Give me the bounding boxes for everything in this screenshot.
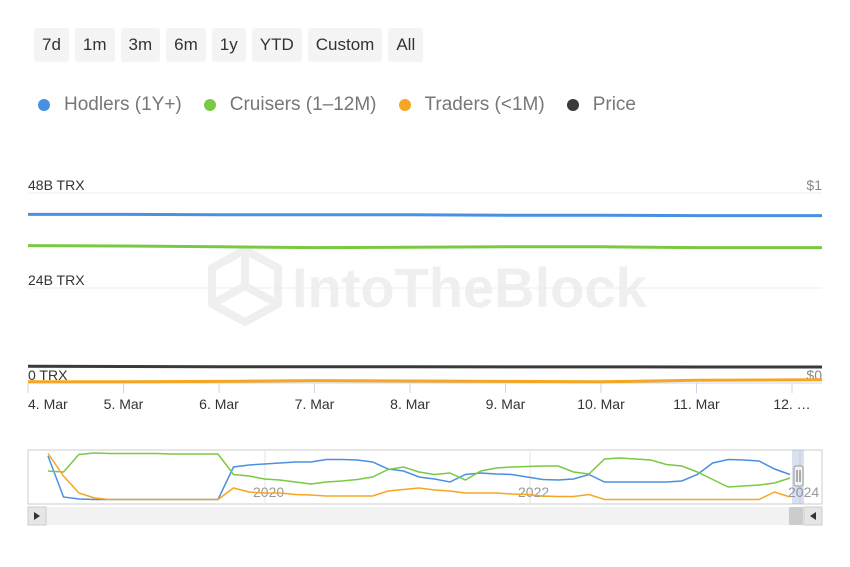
series-line-traders	[28, 378, 823, 384]
arrow-left-icon	[34, 512, 40, 520]
legend-label-hodlers: Hodlers (1Y+)	[64, 94, 182, 115]
watermark-logo-icon	[208, 246, 282, 326]
navigator-year-label: 2022	[518, 484, 549, 500]
scrollbar-thumb[interactable]	[789, 507, 803, 525]
legend-marker-price	[566, 99, 579, 111]
legend-item-traders[interactable]: Traders (<1M)	[398, 94, 545, 116]
range-button-1m[interactable]: 1m	[74, 28, 115, 62]
x-tick-label: 4. Mar	[28, 396, 68, 412]
scrollbar-track[interactable]	[28, 507, 822, 525]
series-line-cruisers	[27, 244, 822, 250]
range-button-3m[interactable]: 3m	[120, 28, 161, 62]
arrow-right-icon	[810, 512, 816, 520]
navigator-frame	[27, 449, 823, 505]
x-tick-label: 6. Mar	[199, 396, 239, 412]
y-left-tick-label: 48B TRX	[28, 177, 85, 193]
x-tick-label: 9. Mar	[486, 396, 526, 412]
legend-label-price: Price	[592, 94, 636, 115]
range-button-ytd[interactable]: YTD	[251, 28, 302, 62]
navigator-handle[interactable]	[793, 465, 804, 487]
legend-marker-traders	[398, 99, 411, 111]
x-tick-label: 7. Mar	[295, 396, 335, 412]
y-left-tick-label: 0 TRX	[28, 367, 68, 383]
navigator-year-label: 2024	[788, 484, 819, 500]
range-selector: 7d 1m 3m 6m 1y YTD Custom All	[34, 28, 424, 62]
series-line-hodlers	[28, 212, 822, 218]
y-right-tick-label: $1	[806, 177, 822, 193]
legend-label-cruisers: Cruisers (1–12M)	[229, 94, 377, 115]
legend-item-price[interactable]: Price	[566, 94, 636, 116]
navigator-year-label: 2020	[253, 484, 284, 500]
y-left-tick-label: 24B TRX	[28, 272, 85, 288]
navigator-line-traders	[47, 453, 791, 501]
legend-item-hodlers[interactable]: Hodlers (1Y+)	[38, 94, 182, 116]
legend-item-cruisers[interactable]: Cruisers (1–12M)	[203, 94, 377, 116]
x-tick-label: 12. …	[773, 396, 810, 412]
chart-legend: Hodlers (1Y+) Cruisers (1–12M) Traders (…	[38, 94, 636, 116]
legend-marker-hodlers	[38, 99, 50, 111]
x-tick-label: 8. Mar	[390, 396, 430, 412]
x-tick-label: 11. Mar	[673, 396, 720, 412]
legend-label-traders: Traders (<1M)	[424, 94, 545, 115]
series-line-price	[27, 364, 822, 369]
navigator-handle-body[interactable]	[793, 465, 804, 487]
navigator-line-cruisers	[47, 452, 791, 488]
range-button-6m[interactable]: 6m	[166, 28, 206, 62]
range-button-7d[interactable]: 7d	[34, 28, 69, 62]
range-button-custom[interactable]: Custom	[307, 28, 383, 62]
x-tick-label: 5. Mar	[104, 396, 144, 412]
range-button-1y[interactable]: 1y	[211, 28, 246, 62]
legend-marker-cruisers	[203, 99, 216, 111]
range-button-all[interactable]: All	[388, 28, 424, 62]
navigator[interactable]: 2020 2022 2024	[27, 449, 823, 526]
watermark: IntoTheBlock	[208, 246, 648, 326]
x-tick-label: 10. Mar	[577, 396, 625, 412]
